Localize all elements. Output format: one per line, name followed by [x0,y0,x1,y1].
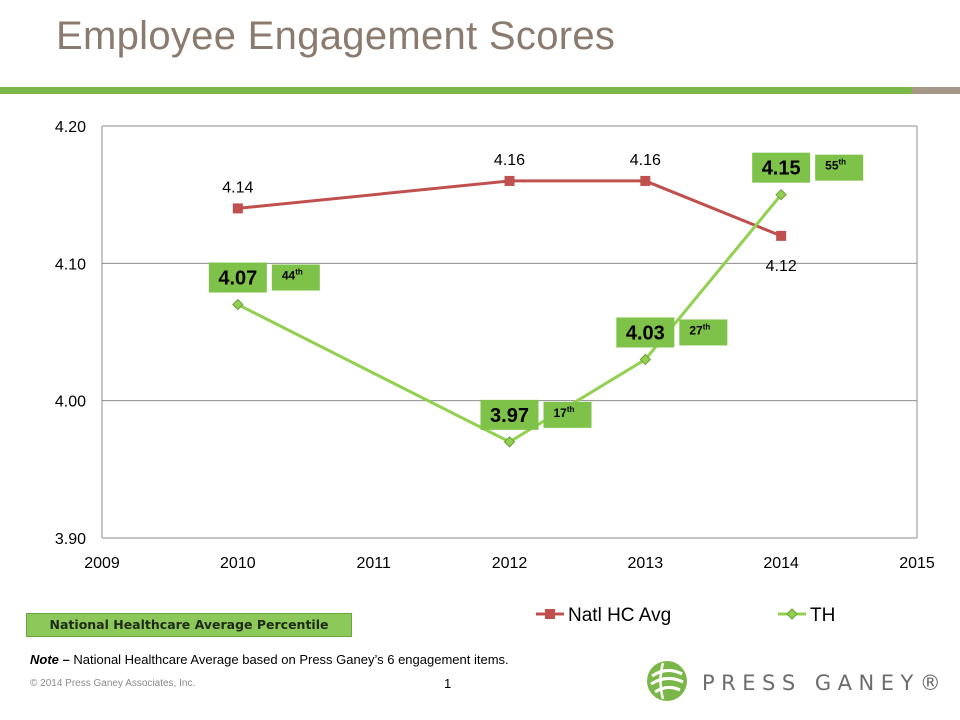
th-percentile-suffix: th [567,405,575,414]
th-percentile-suffix: th [839,158,847,167]
footnote-lead: Note – [30,652,70,667]
press-ganey-logo-icon [647,661,687,701]
y-tick-label: 3.90 [55,531,86,548]
th-value-box [480,399,539,430]
th-value-box [208,262,267,293]
series-line-th [237,193,783,444]
press-ganey-logo: PRESS GANEY® [640,658,941,706]
th-percentile-number: 55 [825,159,839,173]
th-percentile-label: 55th [825,158,846,173]
th-data-label: 3.97 [490,405,529,427]
natl-hc-avg-data-label: 4.14 [222,179,253,196]
natl-hc-avg-point [776,230,787,241]
copyright: © 2014 Press Ganey Associates, Inc. [30,678,196,689]
slide-title: Employee Engagement Scores [56,14,616,58]
x-tick-label: 2014 [763,555,799,572]
th-value-box [616,317,675,348]
legend-th-marker [786,608,798,620]
series-line-natl-hc-avg [237,179,782,238]
y-tick-label: 4.10 [55,256,86,273]
th-point [503,436,516,448]
th-point [639,353,652,366]
header-rule-green [0,87,912,94]
th-percentile-box [815,154,864,181]
page-number: 1 [444,676,452,691]
x-tick-label: 2009 [84,555,120,572]
natl-hc-avg-data-label: 4.16 [494,152,525,169]
th-percentile-number: 17 [554,406,568,420]
natl-hc-avg-point [640,175,651,186]
natl-hc-avg-data-label: 4.16 [630,152,661,169]
natl-hc-avg-point [504,175,515,186]
th-percentile-label: 27th [689,322,710,337]
th-data-label: 4.03 [626,322,665,344]
th-percentile-label: 17th [554,405,575,420]
percentile-key-label: National Healthcare Average Percentile [26,613,352,637]
legend-natl-hc-avg-marker [545,609,555,619]
th-percentile-box [679,319,728,346]
th-value-box [752,152,811,183]
th-data-label: 4.15 [762,158,801,180]
th-percentile-number: 44 [282,269,296,283]
x-tick-label: 2010 [220,555,256,572]
th-percentile-suffix: th [703,322,711,331]
th-percentile-box [271,264,320,291]
th-point [775,188,787,201]
x-tick-label: 2015 [899,555,935,572]
x-tick-label: 2011 [356,555,391,572]
legend-natl-hc-avg-label: Natl HC Avg [568,605,671,626]
th-percentile-suffix: th [295,268,303,277]
th-percentile-box [543,401,592,428]
legend-th-label: TH [810,605,835,626]
y-tick-label: 4.20 [55,119,86,136]
natl-hc-avg-point [232,203,243,214]
press-ganey-logo-text: PRESS GANEY® [702,671,948,695]
th-data-label: 4.07 [218,268,257,290]
x-tick-label: 2012 [492,555,528,572]
footnote-text: National Healthcare Average based on Pre… [73,652,509,667]
x-tick-label: 2013 [628,555,664,572]
header-rule-gray [912,87,960,94]
natl-hc-avg-data-label: 4.12 [766,258,797,275]
line-chart: 4.20 4.10 4.00 3.90 2009 2010 2011 2012 2013 2014… [55,119,935,626]
y-tick-label: 4.00 [55,394,86,411]
th-percentile-label: 44th [282,268,303,283]
th-percentile-number: 27 [689,323,703,337]
footnote: Note – National Healthcare Average based… [30,652,509,667]
th-point [232,298,244,311]
